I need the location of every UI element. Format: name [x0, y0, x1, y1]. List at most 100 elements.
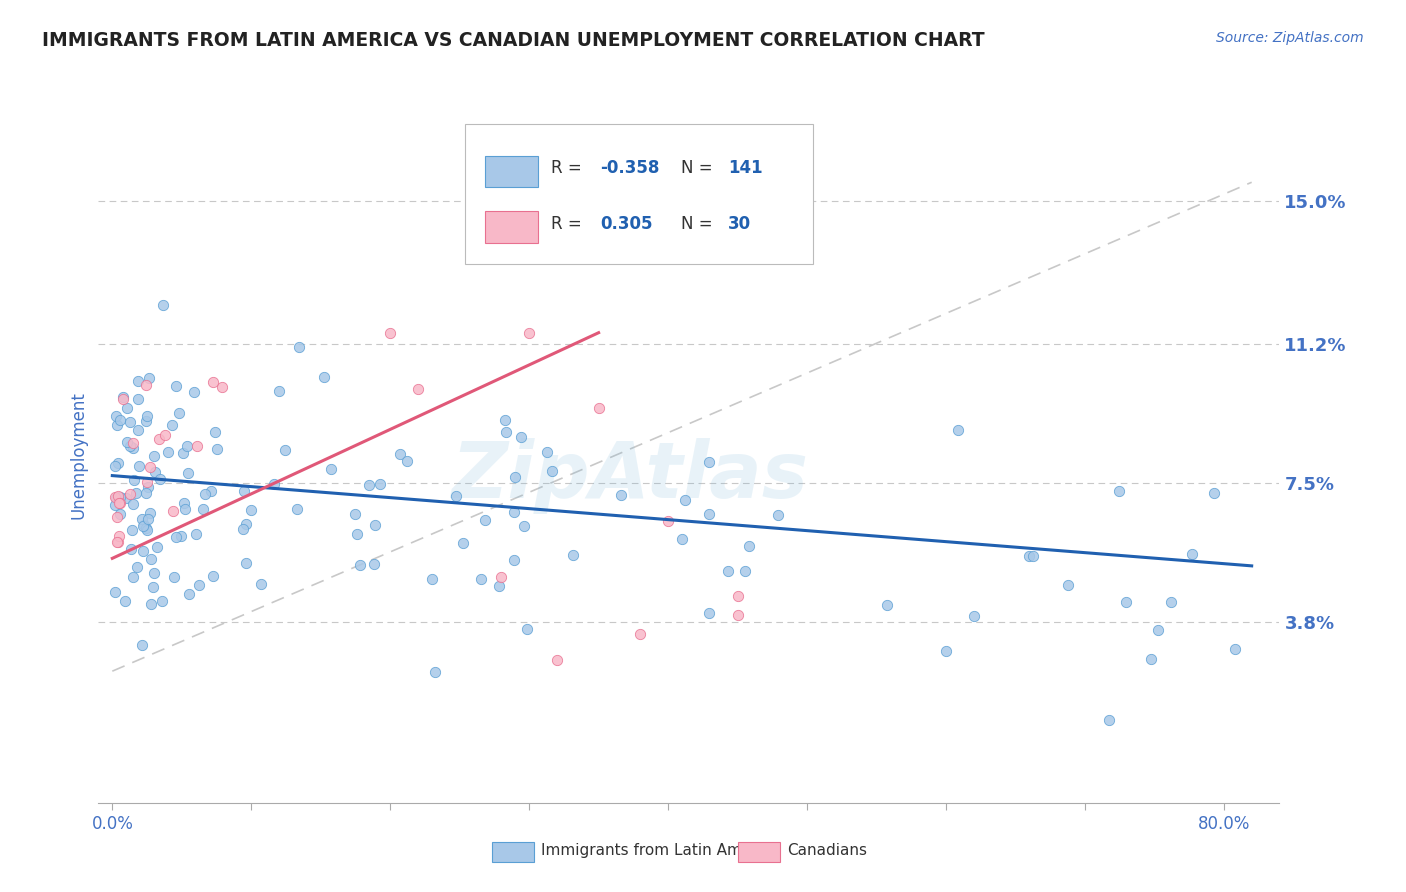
Point [115, 401, 138, 415]
Point [128, 458, 150, 473]
Point [108, 496, 131, 510]
Point [474, 513, 496, 527]
Point [150, 594, 173, 608]
Point [110, 412, 132, 426]
Point [148, 432, 170, 446]
Point [232, 522, 254, 536]
Point [142, 449, 165, 463]
Point [131, 512, 153, 526]
Point [368, 476, 391, 491]
Point [505, 470, 527, 484]
Point [1147, 624, 1170, 638]
Point [363, 557, 385, 571]
Point [110, 507, 132, 521]
Point [1225, 642, 1247, 657]
Point [343, 507, 366, 521]
Point [104, 458, 127, 473]
Point [451, 536, 474, 550]
Text: ZipAtlas: ZipAtlas [451, 438, 808, 514]
Point [470, 573, 492, 587]
Point [1018, 549, 1040, 563]
Point [1202, 486, 1225, 500]
Point [191, 501, 214, 516]
Point [349, 558, 371, 573]
Point [946, 423, 969, 437]
Point [132, 519, 155, 533]
Point [114, 594, 136, 608]
Point [139, 552, 162, 566]
Point [388, 447, 411, 461]
Point [127, 424, 149, 438]
Point [107, 456, 129, 470]
Point [165, 379, 187, 393]
FancyBboxPatch shape [464, 124, 813, 263]
Point [183, 385, 205, 400]
Point [186, 526, 208, 541]
Point [173, 501, 195, 516]
Point [170, 529, 193, 543]
Point [104, 490, 127, 504]
Point [235, 556, 257, 570]
Point [104, 498, 127, 512]
Point [127, 392, 149, 406]
Point [202, 376, 225, 390]
Point [935, 643, 957, 657]
Point [734, 565, 756, 579]
Point [187, 578, 209, 592]
Point [155, 427, 177, 442]
Point [127, 374, 149, 388]
Point [274, 443, 297, 458]
Point [876, 598, 898, 612]
Point [121, 570, 143, 584]
Point [202, 569, 225, 583]
Point [136, 511, 159, 525]
Point [546, 653, 568, 667]
Text: Source: ZipAtlas.com: Source: ZipAtlas.com [1216, 31, 1364, 45]
Point [134, 517, 156, 532]
Point [135, 475, 157, 489]
Point [250, 577, 273, 591]
Point [738, 540, 761, 554]
Point [502, 505, 524, 519]
Point [285, 501, 308, 516]
Point [186, 439, 208, 453]
Point [239, 503, 262, 517]
Point [172, 446, 194, 460]
Point [105, 418, 128, 433]
Text: N =: N = [681, 215, 717, 233]
Point [671, 532, 693, 546]
Point [494, 412, 516, 426]
Point [163, 570, 186, 584]
Point [135, 409, 157, 423]
Point [380, 326, 402, 340]
Point [717, 565, 740, 579]
Point [263, 477, 285, 491]
Point [145, 540, 167, 554]
Point [673, 493, 696, 508]
Point [446, 489, 468, 503]
Point [1108, 484, 1130, 499]
Point [727, 607, 749, 622]
Point [697, 508, 720, 522]
Point [516, 622, 538, 636]
Point [107, 535, 129, 549]
Point [142, 566, 165, 580]
Point [396, 454, 419, 468]
Point [139, 506, 162, 520]
Point [162, 504, 184, 518]
Point [179, 587, 201, 601]
Point [135, 413, 157, 427]
Point [346, 526, 368, 541]
Text: R =: R = [551, 215, 586, 233]
Point [138, 480, 160, 494]
Point [139, 460, 162, 475]
Point [314, 370, 336, 384]
Point [176, 466, 198, 480]
Point [1115, 595, 1137, 609]
Point [357, 478, 380, 492]
Point [105, 409, 128, 424]
FancyBboxPatch shape [485, 156, 537, 187]
Point [963, 608, 986, 623]
Point [121, 497, 143, 511]
Point [588, 401, 610, 415]
